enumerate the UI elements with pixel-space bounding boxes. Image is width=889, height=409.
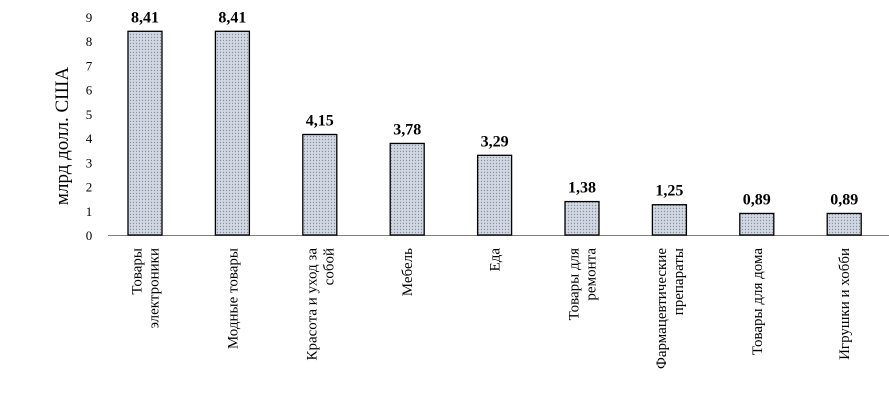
y-tick-label: 1 [86, 204, 93, 219]
bar [302, 133, 338, 236]
x-tick-label: Еда [488, 248, 504, 272]
bar [651, 204, 688, 236]
category-labels-group: Товары электроники Модные товары Красота и … [130, 248, 854, 369]
bar [564, 200, 600, 236]
x-tick-label: Красота и уход за [304, 248, 320, 361]
y-tick-label: 4 [86, 131, 93, 146]
y-tick-label: 3 [86, 155, 93, 170]
x-tick-label: Фармацевтические [654, 248, 670, 369]
y-tick-label: 6 [86, 83, 93, 98]
y-tick-label: 0 [86, 228, 93, 243]
bars-group [127, 30, 862, 236]
bar [826, 212, 862, 236]
x-tick-label: Товары [130, 248, 146, 295]
x-tick-label: электроники [147, 248, 163, 329]
bar [476, 154, 513, 236]
x-tick-label: ремонта [584, 248, 600, 301]
data-label: 8,41 [218, 9, 246, 26]
x-tick-label: Товары для [567, 248, 583, 321]
y-axis-label: млрд долл. США [52, 67, 73, 205]
data-label: 3,29 [481, 133, 509, 150]
y-tick-label: 7 [86, 58, 93, 73]
bar [389, 142, 425, 236]
data-label: 0,89 [743, 191, 771, 208]
data-label: 3,78 [393, 121, 421, 138]
y-tick-label: 9 [86, 10, 93, 25]
bar [214, 30, 251, 236]
x-tick-label: Товары для дома [750, 248, 766, 355]
y-tick-label: 2 [86, 180, 93, 195]
x-tick-label: собой [321, 248, 337, 285]
x-tick-label: Модные товары [225, 248, 241, 349]
data-label: 1,25 [655, 183, 683, 200]
data-label: 1,38 [568, 180, 596, 197]
y-tick-label: 5 [86, 107, 93, 122]
y-tick-label: 8 [86, 34, 93, 49]
bar [739, 212, 775, 236]
x-tick-label: препараты [671, 248, 687, 315]
x-tick-label: Мебель [400, 248, 416, 296]
x-tick-label: Игрушки и хобби [837, 248, 853, 360]
data-labels-group: 8,41 8,41 4,15 3,78 3,29 1,38 1,25 0,89 0,89 [131, 9, 858, 208]
y-axis-ticks: 0 1 2 3 4 5 6 7 8 9 [86, 10, 93, 243]
data-label: 8,41 [131, 9, 159, 26]
data-label: 0,89 [830, 191, 858, 208]
data-label: 4,15 [306, 112, 334, 129]
bar [127, 30, 163, 236]
